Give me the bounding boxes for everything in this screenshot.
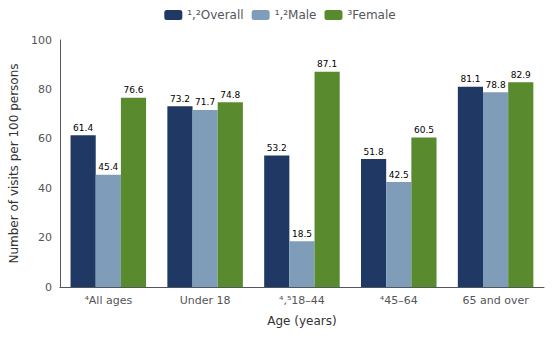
svg-text:82.9: 82.9 — [511, 70, 531, 80]
svg-text:Age (years): Age (years) — [267, 314, 336, 328]
svg-text:74.8: 74.8 — [220, 90, 240, 100]
svg-text:20: 20 — [38, 231, 52, 244]
svg-text:80: 80 — [38, 83, 52, 96]
svg-text:51.8: 51.8 — [364, 147, 384, 157]
svg-text:78.8: 78.8 — [486, 80, 506, 90]
svg-text:76.6: 76.6 — [123, 85, 143, 95]
svg-text:65 and over: 65 and over — [462, 294, 529, 307]
svg-text:87.1: 87.1 — [317, 59, 337, 69]
svg-text:71.7: 71.7 — [195, 97, 215, 107]
svg-text:73.2: 73.2 — [170, 94, 190, 104]
svg-text:Under 18: Under 18 — [180, 294, 231, 307]
svg-text:³Female: ³Female — [347, 8, 395, 22]
svg-text:⁴All ages: ⁴All ages — [84, 294, 132, 307]
svg-text:⁴45–64: ⁴45–64 — [380, 294, 418, 307]
svg-text:61.4: 61.4 — [73, 123, 93, 133]
svg-text:53.2: 53.2 — [267, 143, 287, 153]
svg-text:45.4: 45.4 — [98, 162, 118, 172]
svg-text:42.5: 42.5 — [389, 170, 409, 180]
svg-text:¹,²Male: ¹,²Male — [275, 8, 317, 22]
svg-text:0: 0 — [45, 281, 52, 294]
svg-text:¹,²Overall: ¹,²Overall — [187, 8, 243, 22]
svg-text:⁴,⁵18–44: ⁴,⁵18–44 — [279, 294, 325, 307]
svg-text:Number of visits per 100 perso: Number of visits per 100 persons — [7, 63, 21, 263]
svg-text:60: 60 — [38, 132, 52, 145]
svg-text:60.5: 60.5 — [414, 125, 434, 135]
svg-text:18.5: 18.5 — [292, 229, 312, 239]
svg-text:81.1: 81.1 — [460, 74, 480, 84]
svg-text:100: 100 — [31, 34, 52, 47]
svg-text:40: 40 — [38, 182, 52, 195]
